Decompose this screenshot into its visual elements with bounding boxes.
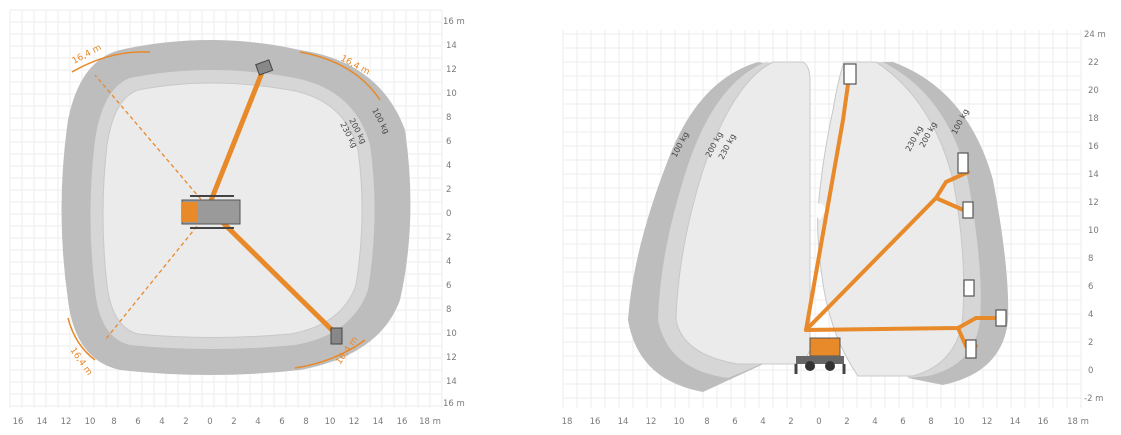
left-envelope: [628, 61, 811, 392]
y-axis-ticks: 24 m 22 20 18 16 14 12 10 8 6 4 2 0 -2 m: [1084, 30, 1106, 404]
x-tick: 10: [325, 417, 336, 427]
x-tick: 10: [85, 417, 96, 427]
x-tick: 6: [900, 417, 905, 427]
machine-side: [794, 337, 846, 374]
y-tick: 2: [446, 185, 451, 195]
x-tick: 10: [674, 417, 685, 427]
x-tick: 4: [159, 417, 164, 427]
y-tick: 8: [446, 305, 451, 315]
x-tick: 16: [13, 417, 24, 427]
x-tick: 10: [954, 417, 965, 427]
side-view-diagram: 100 kg 200 kg 230 kg 230 kg 200 kg 100 k…: [548, 0, 1121, 430]
x-tick: 14: [618, 417, 629, 427]
basket-icon: [957, 152, 969, 174]
y-tick: 20: [1088, 86, 1099, 96]
y-tick: 12: [1088, 198, 1099, 208]
x-tick: 14: [373, 417, 384, 427]
y-tick: 8: [446, 113, 451, 123]
x-tick: 16: [397, 417, 408, 427]
x-tick: 8: [303, 417, 308, 427]
y-tick: 0: [446, 209, 451, 219]
x-tick: 2: [231, 417, 236, 427]
right-envelope: [815, 61, 1009, 385]
y-tick: 12: [446, 353, 457, 363]
x-tick: 14: [37, 417, 48, 427]
y-tick: -2 m: [1084, 394, 1103, 404]
x-tick: 14: [1010, 417, 1021, 427]
basket-icon: [965, 339, 977, 359]
x-tick: 6: [732, 417, 737, 427]
x-tick: 2: [788, 417, 793, 427]
y-tick: 8: [1088, 254, 1093, 264]
y-tick: 0: [1088, 366, 1093, 376]
y-tick: 18: [1088, 114, 1099, 124]
y-tick: 2: [446, 233, 451, 243]
y-tick: 22: [1088, 58, 1099, 68]
x-tick: 16: [1038, 417, 1049, 427]
x-tick: 8: [111, 417, 116, 427]
reach-arcs: [67, 51, 381, 369]
y-tick: 12: [446, 65, 457, 75]
left-inner-area: [675, 61, 811, 365]
x-tick: 8: [704, 417, 709, 427]
x-tick: 16: [590, 417, 601, 427]
y-tick: 10: [446, 89, 457, 99]
y-tick: 14: [1088, 170, 1099, 180]
x-tick: 12: [349, 417, 360, 427]
x-tick: 6: [135, 417, 140, 427]
y-tick: 4: [446, 161, 451, 171]
y-tick: 16: [1088, 142, 1099, 152]
platform-basket-bottom: [330, 327, 343, 345]
x-axis-ticks: 16 14 12 10 8 6 4 2 0 2 4 6 8 10 12 14 1…: [13, 417, 441, 427]
x-tick: 12: [646, 417, 657, 427]
x-tick: 12: [61, 417, 72, 427]
x-axis-ticks: 18 16 14 12 10 8 6 4 2 0 2 4 6 8 10 12 1…: [562, 417, 1089, 427]
x-tick: 4: [760, 417, 765, 427]
baskets: [843, 63, 1007, 359]
x-tick: 18: [562, 417, 573, 427]
x-tick: 4: [255, 417, 260, 427]
x-tick: 8: [928, 417, 933, 427]
capacity-labels: 100 kg 200 kg 230 kg: [338, 107, 391, 150]
basket-icon: [962, 201, 974, 219]
y-tick: 6: [446, 137, 451, 147]
y-tick: 4: [1088, 310, 1093, 320]
top-view-diagram: 16,4 m 16,4 m 16,4 m 16,4 m 100 kg 200 k…: [0, 0, 470, 430]
y-tick: 6: [446, 281, 451, 291]
y-tick: 6: [1088, 282, 1093, 292]
y-tick: 16 m: [443, 17, 465, 27]
x-tick: 6: [279, 417, 284, 427]
y-axis-ticks: 16 m 14 12 10 8 6 4 2 0 2 4 6 8 10 12 14…: [443, 17, 465, 409]
y-tick: 4: [446, 257, 451, 267]
platform-basket-top: [255, 59, 274, 76]
basket-icon: [963, 279, 975, 297]
y-tick: 14: [446, 41, 457, 51]
x-tick: 0: [816, 417, 821, 427]
y-tick: 2: [1088, 338, 1093, 348]
basket-icon: [843, 63, 857, 85]
x-tick: 0: [207, 417, 212, 427]
y-tick: 10: [446, 329, 457, 339]
y-tick: 16 m: [443, 399, 465, 409]
x-tick: 2: [183, 417, 188, 427]
x-tick: 12: [982, 417, 993, 427]
reach-lines: [94, 74, 211, 341]
x-tick: 4: [872, 417, 877, 427]
x-tick: 2: [844, 417, 849, 427]
x-tick: 18 m: [1067, 417, 1089, 427]
machine-chassis: [181, 195, 241, 229]
y-tick: 10: [1088, 226, 1099, 236]
y-tick: 24 m: [1084, 30, 1106, 40]
x-tick: 18 m: [419, 417, 441, 427]
basket-icon: [995, 309, 1007, 327]
y-tick: 14: [446, 377, 457, 387]
